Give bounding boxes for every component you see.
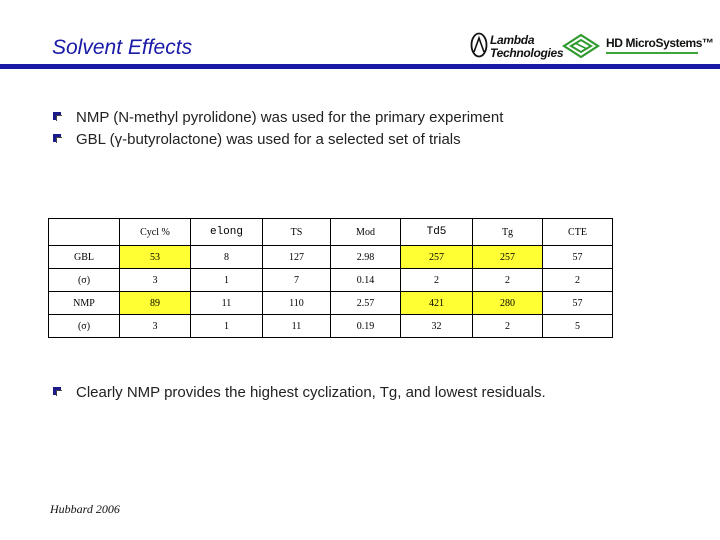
- bullet-text: NMP (N-methyl pyrolidone) was used for t…: [76, 109, 504, 126]
- table-cell: 0.14: [330, 268, 401, 292]
- table-cell: 3: [119, 268, 191, 292]
- table-row: (σ) 3 1 11 0.19 32 2 5: [48, 314, 613, 338]
- table-header-cell: Cycl %: [119, 218, 191, 246]
- table-cell: 32: [400, 314, 473, 338]
- table-cell: 2.57: [330, 291, 401, 315]
- table-header-cell: Tg: [472, 218, 543, 246]
- table-cell: 2: [472, 268, 543, 292]
- lambda-logo: Lambda Technologies: [470, 30, 564, 64]
- table-header-cell: Td5: [400, 218, 473, 246]
- table-row-label: NMP: [48, 291, 120, 315]
- lambda-logo-line2: Technologies: [490, 46, 564, 60]
- table-header-cell: Mod: [330, 218, 401, 246]
- table-row: GBL 53 8 127 2.98 257 257 57: [48, 245, 613, 269]
- table-cell: 5: [542, 314, 613, 338]
- table-cell: 127: [262, 245, 331, 269]
- table-row-label: GBL: [48, 245, 120, 269]
- table-cell: 421: [400, 291, 473, 315]
- table-row-label: (σ): [48, 268, 120, 292]
- title-rule: [0, 64, 720, 69]
- table-cell: 57: [542, 291, 613, 315]
- bullet-square-icon: [53, 387, 62, 396]
- table-cell: 89: [119, 291, 191, 315]
- table-cell: 110: [262, 291, 331, 315]
- table-header-row: Cycl % elong TS Mod Td5 Tg CTE: [48, 218, 613, 246]
- hd-logo-underline: [606, 52, 698, 54]
- table-header-cell: TS: [262, 218, 331, 246]
- lambda-logo-icon: [470, 32, 488, 58]
- table-row: NMP 89 11 110 2.57 421 280 57: [48, 291, 613, 315]
- table-cell: 2.98: [330, 245, 401, 269]
- table-cell: 2: [400, 268, 473, 292]
- table-cell: 280: [472, 291, 543, 315]
- table-cell: 1: [190, 268, 263, 292]
- results-table: Cycl % elong TS Mod Td5 Tg CTE GBL 53 8 …: [48, 218, 613, 338]
- table-cell: 8: [190, 245, 263, 269]
- hd-microsystems-logo: HD MicroSystems™: [560, 30, 714, 64]
- table-cell: 53: [119, 245, 191, 269]
- table-cell: 3: [119, 314, 191, 338]
- table-row-label: (σ): [48, 314, 120, 338]
- table-cell: 2: [472, 314, 543, 338]
- table-header-cell: [48, 218, 120, 246]
- table-cell: 1: [190, 314, 263, 338]
- table-cell: 0.19: [330, 314, 401, 338]
- table-cell: 11: [262, 314, 331, 338]
- table-cell: 2: [542, 268, 613, 292]
- hd-logo-icon: [561, 33, 601, 59]
- table-cell: 57: [542, 245, 613, 269]
- table-header-cell: CTE: [542, 218, 613, 246]
- table-cell: 257: [472, 245, 543, 269]
- table-cell: 257: [400, 245, 473, 269]
- bullet-square-icon: [53, 112, 62, 121]
- table-cell: 11: [190, 291, 263, 315]
- hd-logo-text: HD MicroSystems™: [606, 36, 714, 50]
- footer-author: Hubbard 2006: [50, 502, 120, 516]
- slide-title: Solvent Effects: [52, 36, 193, 59]
- table-row: (σ) 3 1 7 0.14 2 2 2: [48, 268, 613, 292]
- lambda-logo-line1: Lambda: [490, 33, 535, 47]
- table-header-cell: elong: [190, 218, 263, 246]
- bullet-text: GBL (γ-butyrolactone) was used for a sel…: [76, 131, 461, 148]
- table-cell: 7: [262, 268, 331, 292]
- conclusion-text: Clearly NMP provides the highest cycliza…: [76, 384, 546, 401]
- bullet-square-icon: [53, 134, 62, 143]
